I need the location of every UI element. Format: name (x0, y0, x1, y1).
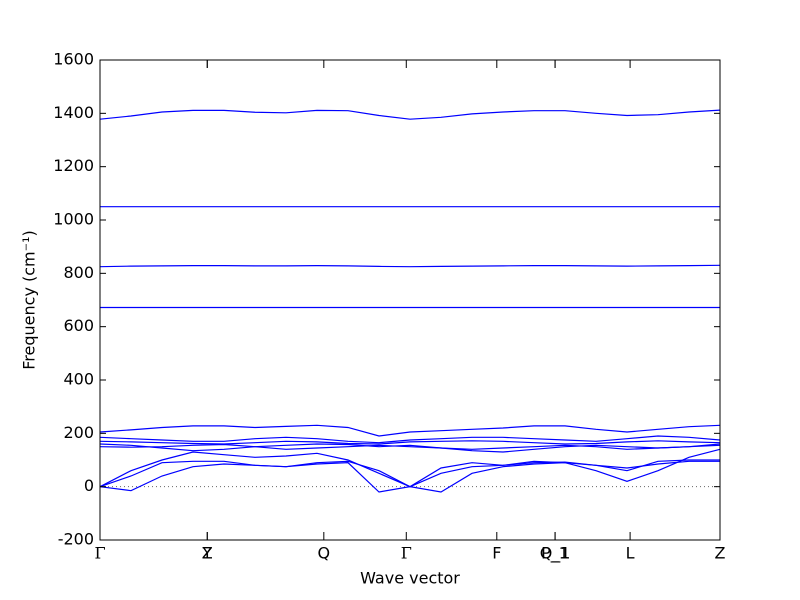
y-axis-label: Frequency (cm⁻¹) (20, 230, 39, 369)
y-tick-label: 1400 (53, 103, 94, 122)
x-tick-label: Y (201, 544, 212, 563)
band-line (99, 460, 720, 493)
y-tick-label: 200 (63, 423, 94, 442)
plot-frame (99, 59, 721, 541)
x-tick-label: F (492, 544, 501, 563)
band-line (99, 443, 721, 453)
band-line (99, 424, 721, 437)
band-line (99, 264, 721, 268)
x-tick-label: Z (202, 544, 213, 563)
y-tick-label: 0 (84, 476, 94, 495)
y-tick-label: 800 (63, 263, 94, 282)
x-tick-label: Q (318, 544, 331, 563)
y-tick-label: 1000 (53, 210, 94, 229)
band-line (99, 435, 721, 444)
x-tick-label: L (626, 544, 635, 563)
x-tick-label: P_1 (541, 544, 569, 564)
y-tick-label: 600 (63, 316, 94, 335)
y-tick-label: -200 (58, 530, 94, 549)
band-line (99, 440, 721, 445)
band-line (99, 443, 721, 450)
y-tick-label: 1200 (53, 156, 94, 175)
x-tick-label: Q_1 (540, 544, 571, 564)
x-tick-label: Γ (94, 544, 105, 563)
x-axis-label: Wave vector (360, 569, 460, 588)
x-tick-label: Z (715, 544, 726, 563)
y-tick-label: 1600 (53, 50, 94, 69)
band-line (99, 109, 721, 120)
y-tick-label: 400 (63, 370, 94, 389)
x-tick-label: Γ (401, 544, 412, 563)
